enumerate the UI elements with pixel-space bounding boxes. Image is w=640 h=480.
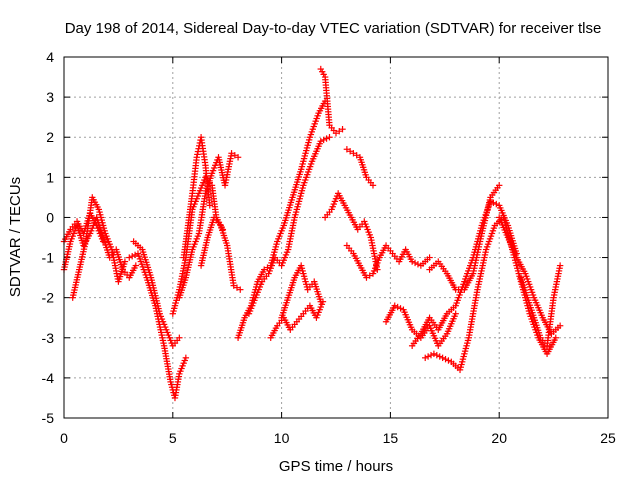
data-point-trace — [433, 351, 441, 359]
data-point — [132, 262, 140, 269]
data-point-trace — [131, 251, 139, 259]
data-point — [176, 334, 183, 341]
y-tick-labels: -5 -4 -3 -2 -1 0 1 2 3 4 — [42, 49, 55, 426]
plot-frame — [63, 56, 609, 419]
data-point — [121, 258, 129, 265]
data-point — [369, 182, 377, 189]
data-point — [126, 254, 133, 261]
data-points — [60, 65, 564, 402]
y-tick-label: 4 — [46, 49, 54, 65]
data-point-trace — [231, 152, 239, 159]
data-point-trace — [346, 148, 354, 155]
data-point — [422, 354, 429, 362]
data-point — [556, 262, 564, 269]
data-point-trace — [445, 357, 452, 364]
x-tick-label: 15 — [383, 430, 399, 446]
grid — [64, 57, 608, 418]
data-point — [556, 322, 564, 329]
data-point — [317, 138, 324, 145]
y-tick-label: 0 — [46, 209, 54, 225]
y-axis-label: SDTVAR / TECUs — [7, 177, 24, 297]
data-point-trace — [397, 305, 404, 312]
data-point — [99, 238, 107, 245]
data-point — [332, 130, 340, 137]
data-point-trace — [194, 151, 201, 158]
y-tick-label: -4 — [42, 370, 55, 386]
x-tick-label: 5 — [169, 430, 177, 446]
data-point — [260, 266, 268, 273]
data-point — [363, 274, 370, 281]
data-point — [206, 202, 213, 209]
data-point — [317, 298, 324, 305]
y-tick-label: -1 — [42, 250, 55, 266]
data-point-trace — [233, 284, 241, 291]
data-point — [439, 354, 446, 362]
data-point — [350, 150, 357, 157]
data-point — [228, 150, 235, 157]
data-point — [552, 334, 559, 341]
chart-title: Day 198 of 2014, Sidereal Day-to-day VTE… — [65, 20, 602, 37]
data-point-trace — [493, 200, 500, 208]
data-point-trace — [366, 272, 373, 279]
data-point-trace — [320, 136, 327, 144]
axis-ticks — [63, 56, 609, 419]
y-tick-label: -3 — [42, 330, 55, 346]
data-point — [391, 302, 398, 309]
data-point-trace — [336, 128, 343, 135]
y-tick-label: 1 — [46, 169, 54, 185]
data-point — [430, 350, 438, 358]
data-point-trace — [436, 353, 443, 360]
data-point — [182, 354, 190, 362]
x-tick-label: 0 — [60, 430, 68, 446]
data-point-trace — [411, 259, 419, 267]
data-point — [230, 282, 237, 289]
x-axis-label: GPS time / hours — [279, 458, 393, 475]
data-point — [452, 310, 459, 317]
data-point — [193, 154, 200, 161]
x-tick-labels: 0 5 10 15 20 25 — [60, 430, 616, 446]
data-point-trace — [323, 135, 330, 142]
data-point — [408, 258, 416, 265]
data-point — [426, 254, 433, 261]
data-point-trace — [128, 253, 136, 260]
y-tick-label: 3 — [46, 89, 54, 105]
data-point-trace — [424, 353, 432, 360]
data-point-trace — [442, 355, 449, 363]
data-point — [496, 182, 503, 189]
x-tick-label: 25 — [600, 430, 616, 446]
data-point — [234, 154, 242, 161]
y-tick-label: -2 — [42, 290, 55, 306]
x-tick-label: 10 — [274, 430, 290, 446]
data-point — [326, 134, 333, 141]
data-point-trace — [427, 351, 435, 359]
data-point-trace — [394, 303, 401, 311]
data-point-trace — [264, 264, 271, 271]
data-point — [237, 286, 244, 293]
y-tick-label: 2 — [46, 129, 54, 145]
data-point — [343, 146, 351, 153]
data-point-trace — [414, 261, 422, 268]
data-point-trace — [353, 152, 360, 159]
y-tick-label: -5 — [42, 410, 55, 426]
x-tick-label: 20 — [491, 430, 507, 446]
data-point — [339, 126, 346, 133]
